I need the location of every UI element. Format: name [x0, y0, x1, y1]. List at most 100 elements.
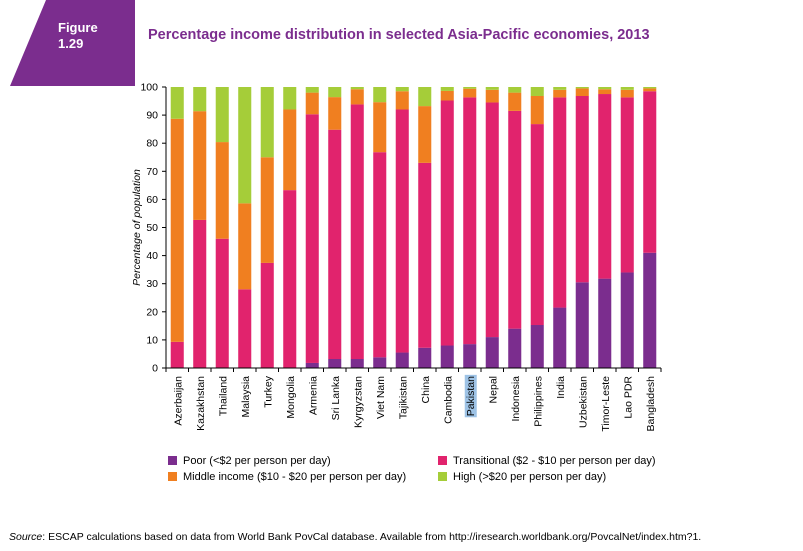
- y-tick-label: 70: [146, 166, 158, 178]
- figure-badge: [10, 0, 135, 86]
- bar-segment-3: [305, 92, 319, 115]
- y-axis-title: Percentage of population: [131, 169, 143, 286]
- x-tick-label: Viet Nam: [375, 376, 387, 419]
- x-tick-label: Bangladesh: [645, 376, 657, 432]
- bar-segment-1: [373, 357, 387, 368]
- bar-segment-1: [440, 345, 454, 368]
- bar-segment-2: [350, 104, 364, 360]
- y-tick-label: 50: [146, 222, 158, 234]
- bar-segment-4: [260, 87, 274, 158]
- bar-segment-2: [463, 97, 477, 345]
- bar-segment-2: [170, 341, 184, 368]
- bar-segment-4: [463, 87, 477, 89]
- bar-segment-4: [305, 87, 319, 93]
- figure-badge-number: 1.29: [58, 36, 84, 51]
- legend-swatch: [168, 472, 177, 481]
- x-tick-label: Azerbaijan: [172, 376, 184, 426]
- y-tick-label: 60: [146, 194, 158, 206]
- x-tick-label: China: [420, 376, 432, 404]
- bar-segment-3: [485, 89, 499, 103]
- bar-segment-4: [620, 87, 634, 90]
- y-tick-label: 10: [146, 334, 158, 346]
- bar-segment-3: [215, 142, 229, 239]
- bar-segment-3: [373, 102, 387, 153]
- bar-segment-4: [283, 87, 297, 110]
- legend-item: Middle income ($10 - $20 per person per …: [168, 471, 406, 483]
- bar-segment-3: [283, 109, 297, 191]
- x-tick-label: Malaysia: [240, 376, 252, 418]
- bar-segment-2: [260, 262, 274, 368]
- source-label: Source: [9, 531, 43, 543]
- x-tick-label: India: [555, 376, 567, 399]
- bar-segment-2: [215, 238, 229, 368]
- bar-segment-3: [530, 95, 544, 125]
- legend-item: High (>$20 per person per day): [438, 471, 606, 483]
- bar-segment-1: [620, 272, 634, 368]
- bar-segment-1: [508, 328, 522, 368]
- stacked-bar-chart: 0 10 20 30 40 50 60 70 80 90 100 Azerbaijan Kazakhst…: [131, 82, 662, 432]
- x-tick-label: Timor-Leste: [600, 376, 612, 432]
- bar-segment-3: [193, 111, 207, 220]
- legend-label: Middle income ($10 - $20 per person per …: [183, 471, 407, 483]
- bar-segment-1: [485, 337, 499, 368]
- legend-label: High (>$20 per person per day): [453, 471, 607, 483]
- bar-segment-2: [598, 94, 612, 279]
- bar-segment-3: [328, 97, 342, 130]
- x-tick-label-highlight: [464, 374, 477, 418]
- bar-segment-1: [575, 282, 589, 368]
- x-tick-label: Pakistan: [465, 376, 477, 416]
- legend-swatch: [168, 456, 177, 465]
- bar-segment-3: [553, 89, 567, 98]
- bar-segment-2: [193, 219, 207, 368]
- chart-title: Percentage income distribution in select…: [148, 27, 650, 43]
- bar-segment-3: [463, 88, 477, 98]
- y-tick-label: 90: [146, 110, 158, 122]
- bar-segment-2: [440, 100, 454, 346]
- bar-segment-4: [553, 87, 567, 90]
- bar-segment-4: [485, 87, 499, 90]
- bar-segment-2: [485, 102, 499, 338]
- x-tick-label: Lao PDR: [622, 376, 634, 419]
- bar-segment-3: [508, 92, 522, 111]
- chart-legend: Poor (<$2 per person per day) Transitiona…: [168, 455, 728, 487]
- bar-segment-3: [238, 203, 252, 290]
- x-tick-label: Philippines: [532, 376, 544, 427]
- bar-segment-2: [418, 162, 432, 348]
- x-tick-label: Sri Lanka: [330, 376, 342, 421]
- bar-segment-2: [508, 110, 522, 329]
- x-tick-label: Uzbekistan: [577, 376, 589, 428]
- bar-segment-3: [260, 157, 274, 263]
- bar-segment-2: [395, 109, 409, 353]
- y-tick-label: 100: [140, 82, 158, 94]
- bar-segment-4: [193, 87, 207, 112]
- bar-segment-3: [350, 89, 364, 105]
- bar-segment-2: [238, 289, 252, 368]
- bar-segment-1: [553, 307, 567, 368]
- bar-segment-3: [395, 91, 409, 110]
- bar-segment-4: [395, 87, 409, 92]
- bar-segment-1: [643, 252, 657, 368]
- bar-segment-2: [530, 124, 544, 325]
- legend-item: Transitional ($2 - $10 per person per da…: [438, 455, 656, 467]
- bar-segment-3: [575, 88, 589, 96]
- figure-badge-label: Figure: [58, 20, 98, 35]
- x-tick-label: Mongolia: [285, 376, 297, 419]
- bar-segment-1: [598, 278, 612, 368]
- bar-segment-2: [328, 129, 342, 360]
- bar-segment-1: [530, 325, 544, 368]
- bar-segment-1: [305, 362, 319, 368]
- x-tick-label: Cambodia: [442, 376, 454, 424]
- bar-segment-4: [598, 87, 612, 90]
- figure-badge-shape: [10, 0, 135, 86]
- y-tick-label: 40: [146, 250, 158, 262]
- bar-segment-2: [305, 114, 319, 363]
- x-tick-label: Nepal: [487, 376, 499, 403]
- bar-segment-3: [620, 89, 634, 98]
- bar-segment-1: [350, 359, 364, 368]
- x-tick-label: Indonesia: [510, 376, 522, 422]
- x-tick-label: Armenia: [307, 376, 319, 415]
- x-tick-label: Thailand: [217, 376, 229, 416]
- legend-label: Poor (<$2 per person per day): [183, 455, 331, 467]
- bar-segment-4: [418, 87, 432, 107]
- bar-segment-2: [620, 97, 634, 273]
